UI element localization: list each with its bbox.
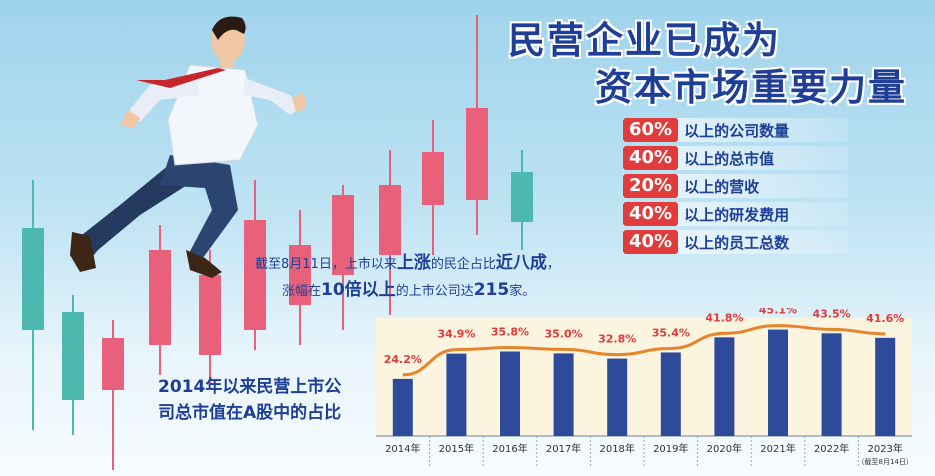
candle-body	[466, 108, 488, 200]
data-label: 35.4%	[652, 326, 690, 339]
stat-row-rd: 40% 以上的研发费用	[623, 202, 848, 226]
x-tick-label: 2021年	[760, 442, 795, 455]
candle-body	[102, 338, 124, 390]
stat-label: 以上的员工总数	[684, 233, 790, 252]
bar	[607, 358, 628, 436]
chart-caption-line-2: 司总市值在A股中的占比	[158, 403, 342, 423]
headline-line-2: 资本市场重要力量	[595, 66, 907, 109]
candle-body	[199, 275, 221, 355]
x-tick-label: 2022年	[814, 442, 849, 455]
candle-body	[22, 228, 44, 330]
candle-body	[149, 250, 171, 345]
x-tick-label: 2023年	[867, 442, 902, 455]
trend-line	[402, 324, 886, 377]
bar	[660, 352, 681, 436]
x-tick-label: 2018年	[599, 442, 634, 455]
stat-label: 以上的营收	[684, 177, 760, 196]
data-label: 35.0%	[545, 327, 583, 340]
candle-body	[244, 220, 266, 330]
x-tick-label: 2015年	[439, 442, 474, 455]
data-label: 35.8%	[491, 326, 529, 339]
bar	[768, 329, 788, 436]
headline-line-1: 民营企业已成为	[508, 19, 781, 62]
x-tick-label: 2014年	[385, 442, 420, 455]
x-tick-label: 2016年	[492, 442, 527, 455]
note-line-1: 截至8月11日，上市以来上涨的民企占比近八成，	[255, 253, 560, 273]
candle-body	[289, 245, 311, 305]
stat-percent: 40%	[623, 230, 679, 254]
x-tick-label: 2020年	[707, 442, 742, 455]
data-label: 41.6%	[866, 312, 904, 325]
candle-body	[332, 195, 354, 275]
stat-label: 以上的公司数量	[684, 121, 790, 140]
runner-illustration	[70, 16, 306, 278]
data-label: 34.9%	[437, 328, 475, 341]
stat-percent: 60%	[623, 118, 679, 142]
candle-body	[379, 185, 401, 255]
stat-row-revenue: 20% 以上的营收	[623, 174, 848, 198]
stat-label: 以上的研发费用	[684, 205, 790, 224]
bar	[714, 337, 735, 436]
data-label: 24.2%	[384, 353, 422, 366]
bar	[875, 337, 896, 436]
candle-body	[422, 152, 444, 205]
bar	[392, 378, 413, 436]
bar	[821, 333, 842, 436]
x-tick-label: 2019年	[653, 442, 688, 455]
bar	[446, 353, 467, 436]
stat-row-employees: 40% 以上的员工总数	[623, 230, 848, 254]
stat-percent: 40%	[623, 202, 679, 226]
data-label: 43.5%	[813, 308, 851, 320]
x-tick-note: （截至8月14日）	[858, 457, 913, 466]
bar-line-chart: 24.2% 2014年 34.9% 2015年 35.8% 2016年 35.0% 2017年…	[376, 308, 913, 466]
stat-percent: 40%	[623, 146, 679, 170]
candle-body	[62, 312, 84, 400]
data-label: 45.1%	[759, 308, 797, 317]
bar	[500, 351, 520, 436]
bar	[553, 353, 574, 436]
chart-caption-line-1: 2014年以来民营上市公	[158, 377, 342, 397]
chart-caption: 2014年以来民营上市公 司总市值在A股中的占比	[158, 374, 341, 426]
stat-label: 以上的总市值	[684, 149, 775, 168]
stat-row-companies: 60% 以上的公司数量	[623, 118, 848, 142]
candle-body	[511, 172, 533, 222]
stat-row-market-cap: 40% 以上的总市值	[623, 146, 848, 170]
stat-percent: 20%	[623, 174, 679, 198]
note-line-2: 涨幅在10倍以上的上市公司达215家。	[282, 280, 536, 300]
x-tick-label: 2017年	[546, 442, 581, 455]
data-label: 41.8%	[705, 311, 743, 324]
data-label: 32.8%	[598, 333, 636, 346]
